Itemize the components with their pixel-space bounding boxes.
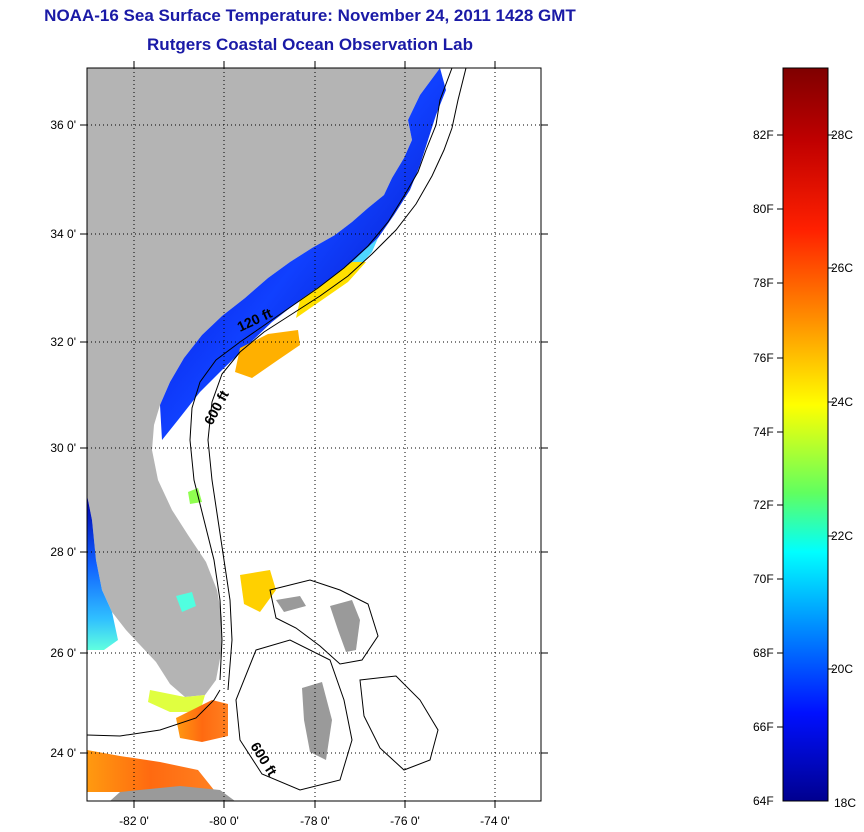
lat-label: 34 0'	[50, 227, 76, 241]
colorbar-f-label: 64F	[753, 794, 774, 808]
land-andros	[302, 682, 332, 760]
colorbar-c-label: 18C	[834, 796, 856, 810]
colorbar-f-label: 68F	[753, 646, 774, 660]
lat-label: 26 0'	[50, 646, 76, 660]
colorbar-f-label: 78F	[753, 276, 774, 290]
colorbar-c-label: 24C	[831, 395, 853, 409]
sst-patch-cyan	[176, 592, 196, 612]
lon-label: -80 0'	[209, 814, 239, 828]
colorbar-c-label: 20C	[831, 662, 853, 676]
colorbar-c-label: 22C	[831, 529, 853, 543]
sst-shelf-cold	[160, 68, 446, 440]
colorbar-c-label: 28C	[831, 128, 853, 142]
colorbar	[782, 67, 829, 802]
sst-straits-warm	[176, 700, 228, 742]
lat-label: 28 0'	[50, 545, 76, 559]
colorbar-f-label: 82F	[753, 128, 774, 142]
axis-ticks	[80, 61, 548, 808]
contour-bahamas-south	[235, 639, 353, 791]
lon-label: -76 0'	[390, 814, 420, 828]
lat-label: 30 0'	[50, 441, 76, 455]
contour-600ft	[207, 68, 467, 691]
land-great-abaco	[330, 600, 360, 652]
colorbar-f-label: 74F	[753, 425, 774, 439]
colorbar-f-label: 80F	[753, 202, 774, 216]
map-subtitle: Rutgers Coastal Ocean Observation Lab	[147, 35, 473, 54]
colorbar-c-label: 26C	[831, 261, 853, 275]
land-mainland	[87, 68, 440, 697]
contour-florida-bay	[87, 689, 221, 737]
lon-label: -74 0'	[480, 814, 510, 828]
lon-label: -82 0'	[119, 814, 149, 828]
colorbar-f-label: 66F	[753, 720, 774, 734]
sst-florida-west	[87, 495, 118, 650]
lon-label: -78 0'	[300, 814, 330, 828]
lat-label: 36 0'	[50, 118, 76, 132]
sst-keys-yellow	[148, 690, 205, 712]
sst-patch-yellow	[240, 570, 276, 612]
contour-120ft	[189, 68, 453, 681]
contour-bahamas-600ft	[269, 579, 379, 665]
lat-label: 24 0'	[50, 746, 76, 760]
map-title: NOAA-16 Sea Surface Temperature: Novembe…	[44, 6, 576, 25]
colorbar-f-label: 70F	[753, 572, 774, 586]
land-cuba	[110, 786, 235, 801]
colorbar-f-label: 76F	[753, 351, 774, 365]
colorbar-f-label: 72F	[753, 498, 774, 512]
lat-label: 32 0'	[50, 335, 76, 349]
contour-bahamas-east	[359, 675, 439, 771]
sst-gulf-warm	[87, 750, 214, 792]
land-grand-bahama	[276, 596, 306, 612]
